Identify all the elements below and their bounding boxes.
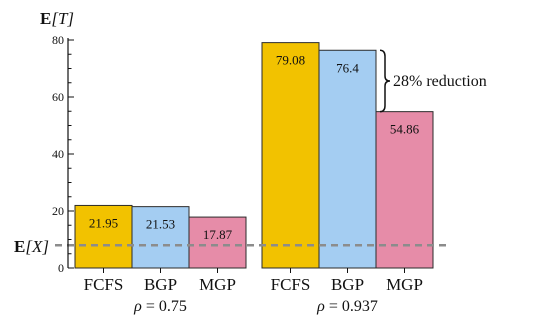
bar-mgp-group-1 bbox=[188, 216, 247, 269]
y-tick-label-0: 0 bbox=[58, 261, 64, 275]
y-tick-label-60: 60 bbox=[52, 90, 64, 104]
bar-fcfs-group-2 bbox=[261, 42, 320, 269]
reduction-annotation: 28% reduction bbox=[393, 73, 487, 90]
group-label-2: ρ = 0.937 bbox=[316, 298, 378, 315]
reference-line-label: E[X] bbox=[14, 237, 49, 256]
group-label-value: = 0.937 bbox=[325, 298, 378, 315]
reduction-brace bbox=[379, 49, 391, 113]
value-labels-layer: 21.95 21.53 17.87 79.08 76.4 54.86 bbox=[89, 53, 420, 242]
y-tick-label-20: 20 bbox=[52, 204, 64, 218]
y-axis-label: E[T] bbox=[40, 9, 74, 28]
category-label-fcfs-group-1: FCFS bbox=[84, 275, 124, 294]
category-label-mgp-group-2: MGP bbox=[386, 275, 423, 294]
bar-bgp-group-1 bbox=[131, 206, 190, 269]
reference-line-label-bold: E bbox=[14, 237, 25, 256]
group-labels: ρ = 0.75 ρ = 0.937 bbox=[133, 298, 378, 315]
y-axis: 0 20 40 60 80 bbox=[52, 33, 74, 275]
value-label-mgp-group-2: 54.86 bbox=[390, 122, 420, 137]
group-label-rho: ρ bbox=[316, 298, 325, 315]
value-label-bgp-group-1: 21.53 bbox=[146, 217, 175, 232]
y-tick-label-80: 80 bbox=[52, 33, 64, 47]
bar-mgp-group-2 bbox=[375, 111, 434, 269]
category-label-mgp-group-1: MGP bbox=[199, 275, 236, 294]
category-label-bgp-group-1: BGP bbox=[144, 275, 177, 294]
group-label-value: = 0.75 bbox=[142, 298, 187, 315]
value-label-mgp-group-1: 17.87 bbox=[203, 227, 233, 242]
value-label-bgp-group-2: 76.4 bbox=[336, 60, 359, 75]
y-axis-label-bold: E bbox=[40, 9, 51, 28]
category-label-fcfs-group-2: FCFS bbox=[271, 275, 311, 294]
bar-bgp-group-2 bbox=[318, 49, 377, 269]
reference-line-label-rest: [X] bbox=[25, 237, 49, 256]
bars-layer bbox=[74, 42, 434, 269]
y-tick-label-40: 40 bbox=[52, 147, 64, 161]
category-label-bgp-group-2: BGP bbox=[331, 275, 364, 294]
group-label-1: ρ = 0.75 bbox=[133, 298, 187, 315]
group-label-rho: ρ bbox=[133, 298, 142, 315]
y-axis-label-rest: [T] bbox=[51, 9, 74, 28]
category-labels: FCFS BGP MGP FCFS BGP MGP bbox=[84, 268, 423, 294]
value-label-fcfs-group-2: 79.08 bbox=[276, 53, 305, 68]
value-label-fcfs-group-1: 21.95 bbox=[89, 215, 118, 230]
bar-fcfs-group-1 bbox=[74, 204, 133, 269]
